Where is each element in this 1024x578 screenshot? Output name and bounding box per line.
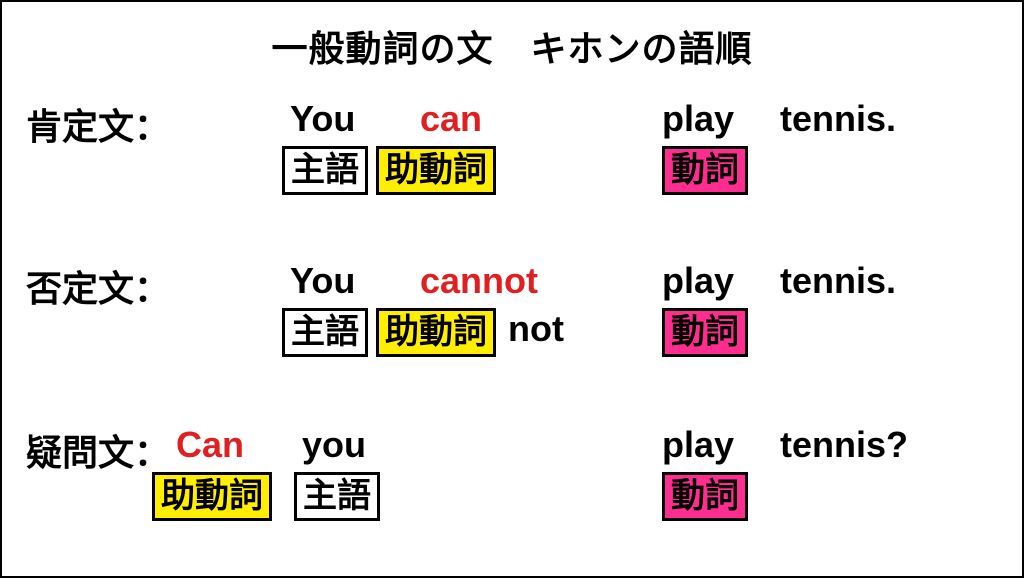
word-aux: Can [176, 424, 244, 466]
word-subj: you [302, 424, 366, 466]
word-obj: tennis? [780, 424, 908, 466]
word-obj: tennis. [780, 260, 896, 302]
word-verb: play [662, 260, 734, 302]
row-negative: 否定文： You cannot play tennis. 主語 助動詞 not … [2, 260, 1022, 370]
word-obj: tennis. [780, 98, 896, 140]
row-affirmative: 肯定文： You can play tennis. 主語 助動詞 動詞 [2, 98, 1022, 208]
tag-auxiliary: 助動詞 [376, 146, 496, 195]
label-question: 疑問文： [26, 424, 170, 476]
tag-verb: 動詞 [662, 146, 748, 195]
word-verb: play [662, 98, 734, 140]
word-aux: can [420, 98, 482, 140]
tag-verb: 動詞 [662, 308, 748, 357]
label-affirmative: 肯定文： [26, 98, 170, 150]
text-not: not [504, 308, 568, 350]
page-title: 一般動詞の文 キホンの語順 [2, 2, 1022, 72]
word-subj: You [290, 98, 355, 140]
tag-auxiliary: 助動詞 [376, 308, 496, 357]
tag-auxiliary: 助動詞 [152, 472, 272, 521]
tag-subject: 主語 [294, 472, 380, 521]
word-verb: play [662, 424, 734, 466]
tag-verb: 動詞 [662, 472, 748, 521]
word-subj: You [290, 260, 355, 302]
row-question: 疑問文： Can you play tennis? 助動詞 主語 動詞 [2, 424, 1022, 534]
label-negative: 否定文： [26, 260, 170, 312]
word-aux: cannot [420, 260, 538, 302]
tag-subject: 主語 [282, 146, 368, 195]
tag-subject: 主語 [282, 308, 368, 357]
